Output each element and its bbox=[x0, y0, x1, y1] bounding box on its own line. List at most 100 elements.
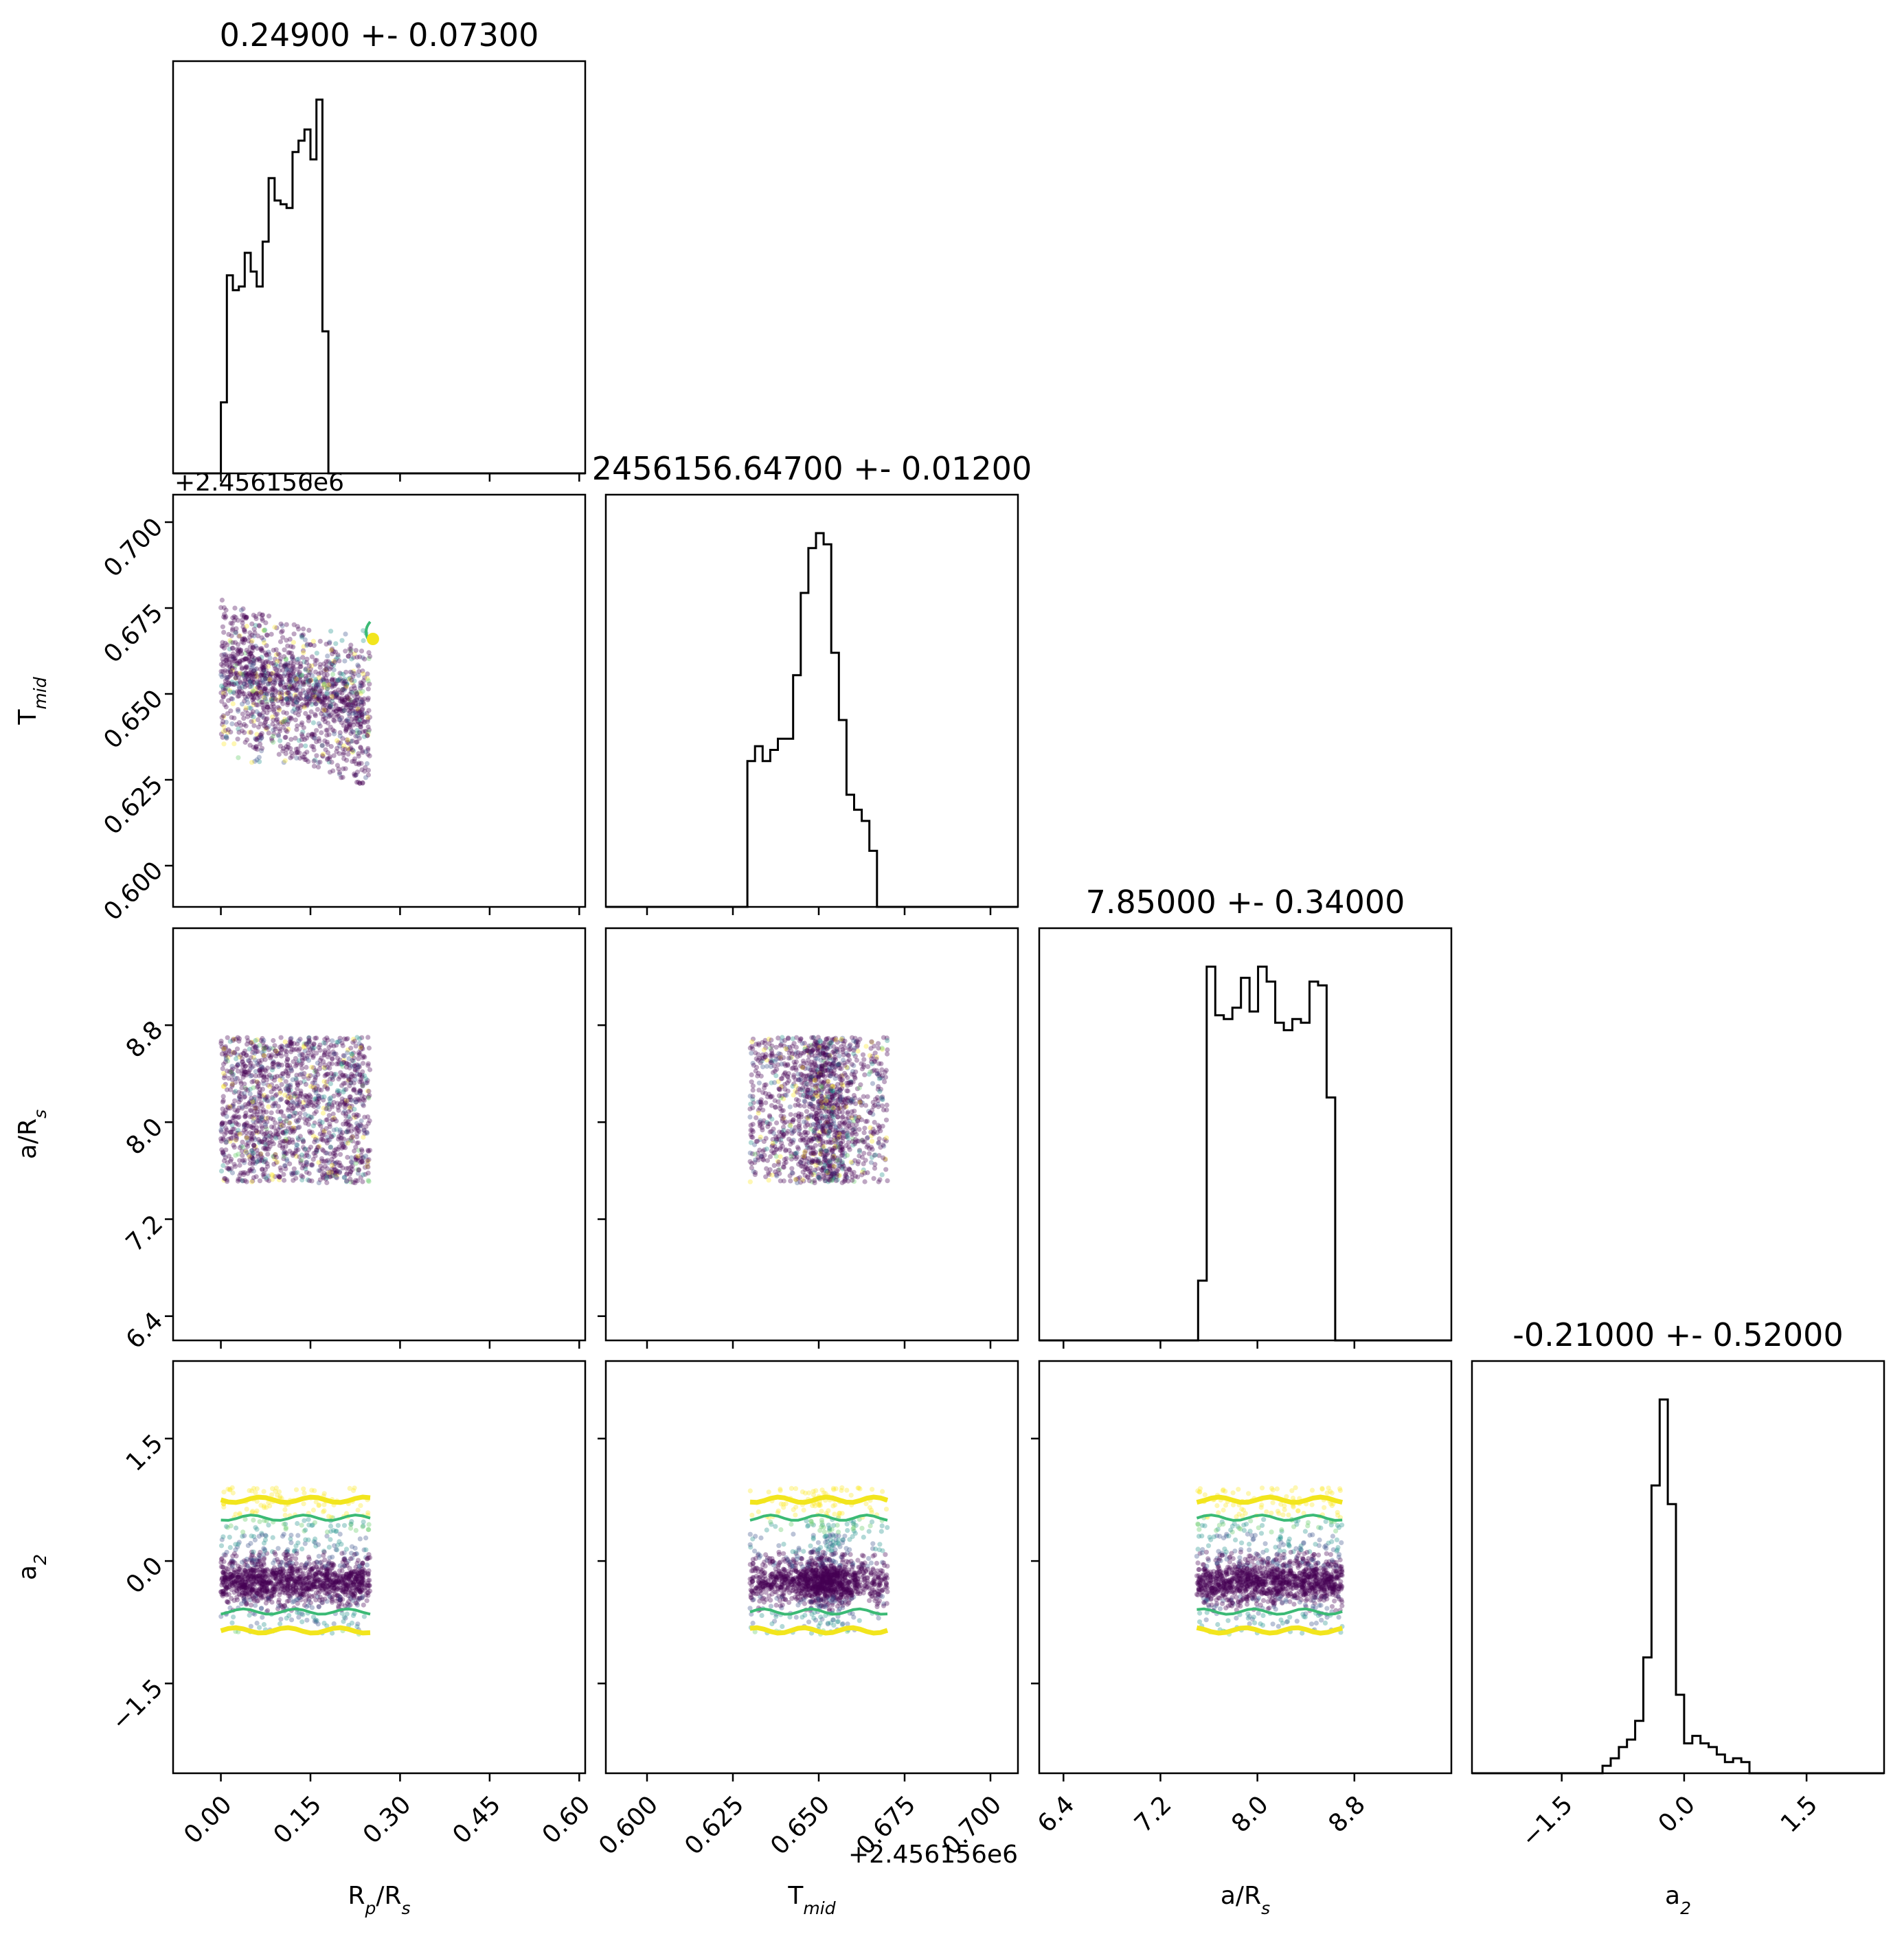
scatter-point bbox=[885, 1047, 890, 1053]
scatter-point bbox=[219, 643, 225, 649]
scatter-point bbox=[772, 1059, 778, 1064]
scatter-point bbox=[322, 1050, 328, 1055]
scatter-point bbox=[320, 1138, 326, 1143]
scatter-point bbox=[249, 1114, 255, 1119]
scatter-point bbox=[325, 1158, 330, 1163]
scatter-point bbox=[271, 663, 277, 668]
scatter-point bbox=[349, 704, 354, 710]
scatter-point bbox=[241, 1071, 247, 1077]
scatter-point bbox=[857, 1097, 863, 1103]
scatter-point bbox=[277, 1121, 283, 1127]
scatter-point bbox=[295, 706, 301, 711]
scatter-point bbox=[775, 1134, 781, 1139]
scatter-point bbox=[756, 1080, 762, 1086]
scatter-point bbox=[257, 1096, 262, 1101]
histogram-bin bbox=[1701, 1744, 1709, 1774]
scatter-point bbox=[320, 754, 326, 759]
scatter-point bbox=[269, 1124, 275, 1129]
scatter-point bbox=[327, 1121, 332, 1127]
scatter-point bbox=[751, 1169, 756, 1174]
scatter-point bbox=[262, 1136, 268, 1142]
scatter-point bbox=[806, 1048, 811, 1054]
scatter-point bbox=[802, 1155, 807, 1161]
scatter-point bbox=[365, 1088, 371, 1094]
scatter-point bbox=[276, 1570, 282, 1575]
scatter-point bbox=[277, 1073, 283, 1079]
scatter-point bbox=[256, 1081, 262, 1086]
scatter-point bbox=[235, 707, 240, 712]
scatter-point bbox=[253, 671, 258, 676]
scatter-point bbox=[257, 1158, 262, 1164]
scatter-point bbox=[800, 1064, 806, 1070]
scatter-point bbox=[821, 1084, 827, 1090]
scatter-point bbox=[361, 1602, 366, 1608]
scatter-point bbox=[259, 690, 264, 695]
scatter-point bbox=[777, 1129, 782, 1135]
scatter-point bbox=[323, 1150, 328, 1156]
scatter-point bbox=[256, 1555, 262, 1560]
scatter-point bbox=[244, 1562, 249, 1568]
scatter-point bbox=[359, 1580, 365, 1586]
scatter-point bbox=[336, 677, 341, 684]
scatter-point bbox=[826, 1162, 831, 1167]
scatter-point bbox=[258, 1154, 264, 1159]
scatter-point bbox=[357, 696, 363, 701]
scatter-point bbox=[819, 1099, 824, 1105]
scatter-point bbox=[291, 640, 296, 645]
scatter-point bbox=[797, 1122, 802, 1127]
scatter-point bbox=[248, 730, 253, 735]
scatter-point bbox=[263, 1124, 269, 1129]
scatter-point bbox=[257, 699, 262, 704]
scatter-point bbox=[778, 1113, 784, 1118]
scatter-point bbox=[355, 703, 361, 708]
scatter-point bbox=[883, 1117, 889, 1123]
scatter-point bbox=[235, 672, 240, 677]
scatter-point bbox=[233, 1088, 238, 1094]
scatter-point bbox=[225, 656, 230, 662]
scatter-point bbox=[255, 702, 260, 708]
scatter-point bbox=[345, 695, 351, 701]
scatter-point bbox=[262, 664, 268, 669]
scatter-point bbox=[269, 1593, 274, 1599]
scatter-point bbox=[267, 677, 273, 684]
scatter-point bbox=[293, 1125, 298, 1132]
scatter-point bbox=[281, 1171, 286, 1177]
scatter-point bbox=[305, 714, 311, 719]
scatter-point bbox=[839, 1145, 845, 1150]
scatter-point bbox=[282, 1151, 287, 1157]
scatter-point bbox=[819, 1125, 825, 1130]
scatter-point bbox=[240, 620, 245, 626]
scatter-point bbox=[275, 1109, 281, 1114]
histogram-bin bbox=[1318, 985, 1327, 1340]
scatter-point bbox=[829, 1110, 835, 1116]
scatter-point bbox=[321, 694, 327, 699]
scatter-point bbox=[267, 679, 273, 684]
scatter-point bbox=[793, 1151, 799, 1156]
scatter-point bbox=[798, 1064, 804, 1069]
scatter-point bbox=[774, 1066, 780, 1072]
scatter-point bbox=[243, 615, 249, 620]
scatter-point bbox=[326, 714, 332, 719]
scatter-point bbox=[222, 611, 227, 617]
scatter-point bbox=[814, 1111, 819, 1116]
scatter-point bbox=[269, 1082, 275, 1088]
scatter-point bbox=[854, 1122, 859, 1127]
scatter-point bbox=[295, 746, 301, 752]
scatter-point bbox=[288, 1035, 294, 1041]
scatter-point bbox=[820, 1086, 826, 1092]
scatter-point bbox=[796, 1077, 802, 1082]
scatter-point bbox=[286, 1088, 291, 1093]
scatter-point bbox=[350, 1138, 355, 1144]
scatter-point bbox=[306, 673, 312, 678]
scatter-point bbox=[301, 1163, 306, 1169]
scatter-point bbox=[321, 1052, 327, 1057]
scatter-point bbox=[833, 1128, 839, 1134]
scatter-point bbox=[780, 1116, 785, 1122]
scatter-point bbox=[251, 668, 257, 673]
scatter-point bbox=[810, 1103, 815, 1109]
scatter-point bbox=[229, 1077, 235, 1083]
scatter-point bbox=[358, 1088, 363, 1094]
scatter-point bbox=[327, 640, 332, 645]
scatter-point bbox=[218, 1041, 224, 1046]
scatter-point bbox=[266, 1047, 272, 1053]
